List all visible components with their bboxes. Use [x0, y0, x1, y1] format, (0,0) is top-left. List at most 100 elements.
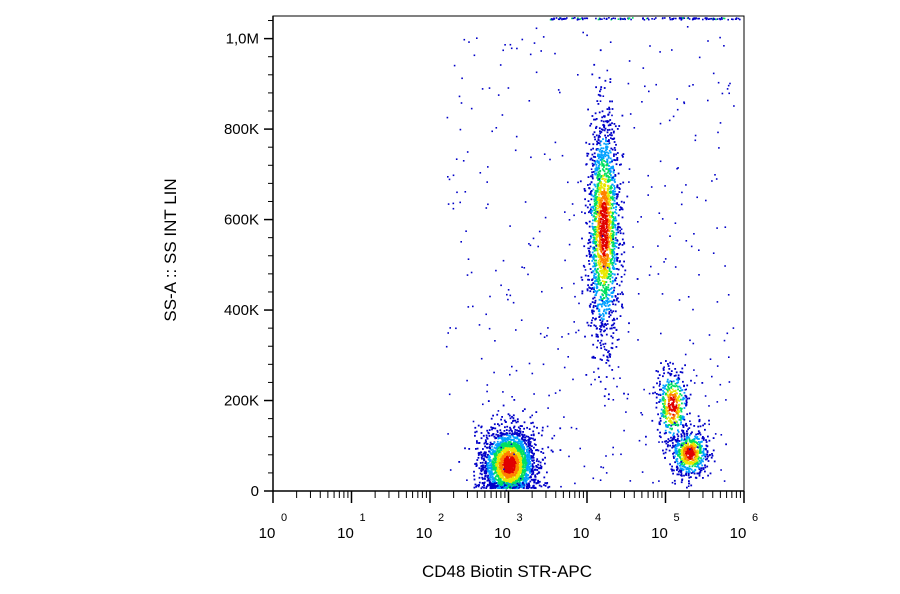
event-dot [698, 456, 700, 459]
event-dot [519, 484, 522, 487]
event-dot [591, 73, 594, 76]
event-dot [596, 199, 599, 201]
event-dot [594, 196, 597, 199]
event-dot [687, 456, 689, 459]
event-dot [603, 177, 605, 180]
event-dot [608, 304, 611, 306]
event-dot [606, 189, 609, 192]
event-dot [691, 459, 694, 461]
event-dot [525, 468, 528, 470]
event-dot [672, 394, 674, 397]
event-dot [519, 442, 522, 445]
event-dot [614, 310, 617, 313]
event-dot [674, 394, 677, 396]
event-dot [675, 458, 678, 461]
event-dot [603, 275, 605, 278]
event-dot [689, 423, 692, 426]
event-dot [497, 447, 500, 450]
event-dot [601, 213, 604, 215]
event-dot [608, 195, 611, 197]
event-dot [518, 465, 521, 468]
event-dot [596, 346, 598, 349]
event-dot [600, 267, 602, 270]
event-dot [494, 454, 496, 456]
event-dot [518, 473, 521, 476]
event-dot [516, 479, 519, 482]
event-dot [605, 232, 608, 235]
event-dot [683, 443, 685, 446]
event-dot [602, 156, 605, 159]
event-dot [623, 241, 625, 244]
event-dot [692, 438, 694, 441]
event-dot [523, 446, 526, 449]
event-dot [497, 437, 500, 440]
event-dot [614, 211, 616, 213]
event-dot [601, 269, 603, 272]
event-dot [608, 212, 610, 214]
event-dot [684, 460, 687, 463]
event-dot [520, 453, 523, 455]
event-dot [598, 298, 601, 301]
event-dot [524, 469, 527, 472]
event-dot [685, 422, 687, 425]
event-dot [595, 262, 597, 265]
event-dot [611, 195, 614, 198]
event-dot [515, 443, 517, 446]
event-dot [585, 374, 588, 376]
event-dot [513, 465, 515, 468]
event-dot [675, 421, 678, 424]
event-dot [502, 439, 505, 442]
event-dot [611, 272, 614, 275]
event-dot [702, 454, 705, 456]
event-dot [593, 274, 595, 277]
event-dot [518, 467, 521, 470]
event-dot [699, 452, 701, 454]
event-dot [521, 433, 523, 436]
event-dot [706, 451, 709, 454]
event-dot [503, 430, 506, 432]
event-dot [693, 472, 696, 475]
event-dot [506, 487, 508, 489]
event-dot [602, 169, 605, 172]
event-dot [606, 148, 608, 151]
event-dot [595, 164, 598, 166]
event-dot [607, 134, 609, 137]
event-dot [598, 308, 601, 311]
event-dot [502, 464, 504, 467]
event-dot [698, 442, 701, 445]
event-dot [599, 132, 602, 135]
event-dot [594, 162, 597, 165]
event-dot [528, 438, 530, 441]
event-dot [490, 434, 493, 437]
event-dot [597, 214, 599, 216]
event-dot [687, 442, 689, 445]
event-dot [599, 246, 602, 249]
event-dot [594, 118, 597, 121]
event-dot [684, 459, 686, 462]
event-dot [591, 174, 594, 176]
event-dot [675, 423, 678, 426]
event-dot [542, 459, 544, 461]
event-dot [530, 455, 533, 457]
event-dot [605, 287, 608, 290]
event-dot [504, 450, 507, 453]
event-dot [593, 263, 596, 266]
event-dot [590, 194, 593, 197]
event-dot [608, 257, 610, 260]
event-dot [596, 196, 598, 199]
event-dot [668, 400, 670, 402]
event-dot [692, 470, 695, 473]
event-dot [601, 158, 604, 161]
event-dot [509, 462, 511, 464]
event-dot [604, 153, 606, 155]
event-dot [599, 238, 602, 241]
event-dot [604, 79, 607, 82]
event-dot [665, 360, 667, 362]
event-dot [612, 138, 615, 140]
event-dot [603, 115, 606, 118]
event-dot [671, 398, 674, 401]
event-dot [672, 423, 675, 426]
event-dot [500, 468, 502, 471]
event-dot [601, 298, 603, 300]
event-dot [508, 414, 511, 417]
